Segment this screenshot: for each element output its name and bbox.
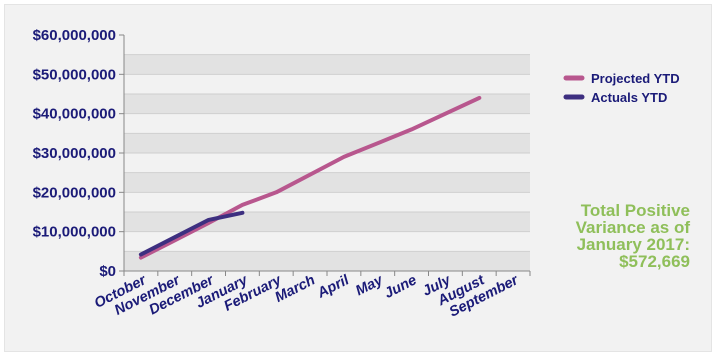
plot-band [124,231,530,252]
y-tick-label: $10,000,000 [33,224,116,241]
x-tick-label: June [382,272,419,302]
variance-note-line: Variance as of [575,218,690,237]
x-tick-label: March [273,272,318,306]
plot-band [124,251,530,271]
plot-bands [124,35,530,271]
y-axis-ticks: $0 $10,000,000 $20,000,000 $30,000,000 $40,0… [33,27,124,280]
y-tick-label: $40,000,000 [33,106,116,123]
legend-label: Actuals YTD [591,90,667,105]
y-tick-label: $50,000,000 [33,66,116,83]
plot-band [124,94,530,114]
plot-band [124,212,530,232]
x-axis-ticks: OctoberNovemberDecemberJanuaryFebruaryMa… [92,271,531,321]
y-tick-label: $60,000,000 [33,27,116,44]
plot-band [124,192,530,212]
plot-band [124,153,530,173]
plot-band [124,133,530,153]
plot-band [124,172,530,193]
variance-note-line: Total Positive [580,201,690,220]
plot-band [124,113,530,134]
variance-note: Total Positive Variance as of January 20… [520,202,690,270]
x-tick-label: May [353,272,386,299]
y-tick-label: $20,000,000 [33,184,116,201]
plot-band [124,35,530,55]
x-tick-label: April [314,272,352,302]
plot-band [124,74,530,94]
y-tick-label: $30,000,000 [33,145,116,162]
series-line [138,210,245,257]
gridlines [124,54,530,252]
plot-band [124,54,530,75]
legend-label: Projected YTD [591,71,680,86]
variance-note-value: $572,669 [619,252,690,271]
variance-note-line: January 2017: [576,235,690,254]
series-line [138,95,482,260]
y-tick-label: $0 [99,263,116,280]
legend: Projected YTD Actuals YTD [563,71,680,105]
series-lines [138,95,482,260]
